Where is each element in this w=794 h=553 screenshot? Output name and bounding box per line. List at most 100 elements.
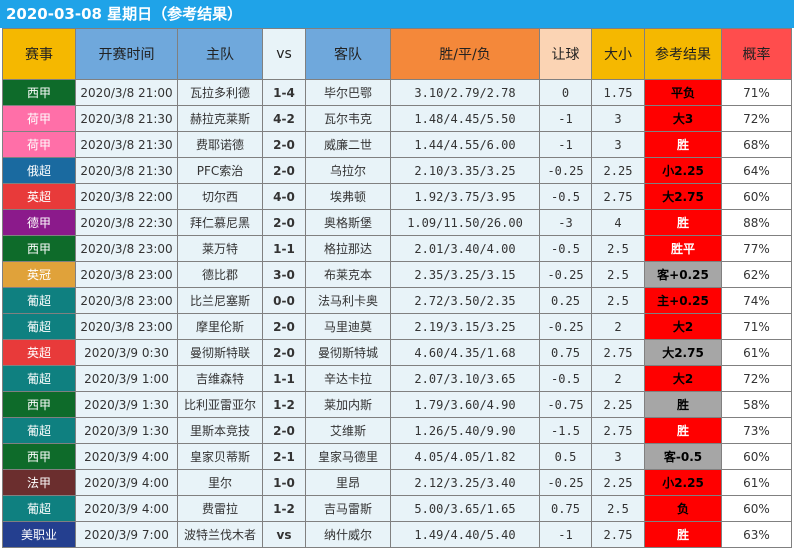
league-cell: 葡超 (2, 495, 76, 522)
home-team: 比兰尼塞斯 (177, 287, 263, 314)
away-team: 里昂 (305, 469, 391, 496)
league-cell: 葡超 (2, 287, 76, 314)
probability: 61% (721, 339, 792, 366)
away-team: 乌拉尔 (305, 157, 391, 184)
probability: 64% (721, 157, 792, 184)
kickoff-time: 2020/3/8 23:00 (75, 287, 178, 314)
kickoff-time: 2020/3/9 0:30 (75, 339, 178, 366)
score: 3-0 (262, 261, 306, 288)
probability: 71% (721, 313, 792, 340)
probability: 73% (721, 417, 792, 444)
away-team: 艾维斯 (305, 417, 391, 444)
home-team: 里尔 (177, 469, 263, 496)
handicap: -1.5 (539, 417, 592, 444)
table-row: 西甲 2020/3/8 23:00 莱万特 1-1 格拉那达 2.01/3.40/4.00… (2, 235, 792, 262)
header-row: 赛事 开赛时间 主队 vs 客队 胜/平/负 让球 大小 参考结果 概率 (2, 28, 792, 80)
kickoff-time: 2020/3/8 21:30 (75, 131, 178, 158)
table-row: 葡超 2020/3/8 23:00 摩里伦斯 2-0 马里迪莫 2.19/3.15/3.2… (2, 313, 792, 340)
away-team: 瓦尔韦克 (305, 105, 391, 132)
reference-result: 胜 (644, 521, 722, 548)
odds-1x2: 2.01/3.40/4.00 (390, 235, 540, 262)
over-under-line: 2.75 (591, 183, 645, 210)
handicap: -0.5 (539, 365, 592, 392)
odds-1x2: 1.79/3.60/4.90 (390, 391, 540, 418)
reference-result: 大2.75 (644, 339, 722, 366)
home-team: 波特兰伐木者 (177, 521, 263, 548)
reference-result: 主+0.25 (644, 287, 722, 314)
reference-result: 胜 (644, 417, 722, 444)
away-team: 布莱克本 (305, 261, 391, 288)
away-team: 格拉那达 (305, 235, 391, 262)
odds-1x2: 2.07/3.10/3.65 (390, 365, 540, 392)
reference-result: 客-0.5 (644, 443, 722, 470)
over-under-line: 3 (591, 443, 645, 470)
page-title: 2020-03-08 星期日（参考结果） (0, 0, 794, 28)
table-row: 德甲 2020/3/8 22:30 拜仁慕尼黑 2-0 奥格斯堡 1.09/11.50/2… (2, 209, 792, 236)
kickoff-time: 2020/3/8 21:00 (75, 79, 178, 106)
odds-1x2: 5.00/3.65/1.65 (390, 495, 540, 522)
table-row: 法甲 2020/3/9 4:00 里尔 1-0 里昂 2.12/3.25/3.40 -0.2… (2, 469, 792, 496)
league-cell: 葡超 (2, 417, 76, 444)
home-team: 里斯本竞技 (177, 417, 263, 444)
home-team: 切尔西 (177, 183, 263, 210)
probability: 63% (721, 521, 792, 548)
score: 1-4 (262, 79, 306, 106)
header-time: 开赛时间 (75, 28, 178, 80)
kickoff-time: 2020/3/8 22:00 (75, 183, 178, 210)
score: 2-1 (262, 443, 306, 470)
score: 1-0 (262, 469, 306, 496)
over-under-line: 2.5 (591, 235, 645, 262)
table-row: 葡超 2020/3/9 1:30 里斯本竞技 2-0 艾维斯 1.26/5.40/9.90… (2, 417, 792, 444)
kickoff-time: 2020/3/9 7:00 (75, 521, 178, 548)
league-cell: 荷甲 (2, 131, 76, 158)
over-under-line: 2.25 (591, 391, 645, 418)
kickoff-time: 2020/3/8 23:00 (75, 313, 178, 340)
probability: 60% (721, 495, 792, 522)
table-row: 西甲 2020/3/9 4:00 皇家贝蒂斯 2-1 皇家马德里 4.05/4.05/1.… (2, 443, 792, 470)
odds-1x2: 2.19/3.15/3.25 (390, 313, 540, 340)
odds-1x2: 3.10/2.79/2.78 (390, 79, 540, 106)
odds-1x2: 1.48/4.45/5.50 (390, 105, 540, 132)
score: 1-1 (262, 365, 306, 392)
table-row: 葡超 2020/3/8 23:00 比兰尼塞斯 0-0 法马利卡奥 2.72/3.50/2… (2, 287, 792, 314)
reference-result: 小2.25 (644, 469, 722, 496)
away-team: 马里迪莫 (305, 313, 391, 340)
league-cell: 德甲 (2, 209, 76, 236)
handicap: -1 (539, 105, 592, 132)
score: 4-2 (262, 105, 306, 132)
home-team: 德比郡 (177, 261, 263, 288)
probability: 72% (721, 105, 792, 132)
odds-1x2: 1.92/3.75/3.95 (390, 183, 540, 210)
table-row: 美职业 2020/3/9 7:00 波特兰伐木者 vs 纳什威尔 1.49/4.40/5.… (2, 521, 792, 548)
handicap: -0.25 (539, 157, 592, 184)
odds-1x2: 2.12/3.25/3.40 (390, 469, 540, 496)
over-under-line: 2.25 (591, 469, 645, 496)
table-row: 英超 2020/3/9 0:30 曼彻斯特联 2-0 曼彻斯特城 4.60/4.35/1.… (2, 339, 792, 366)
handicap: -1 (539, 521, 592, 548)
score: 2-0 (262, 209, 306, 236)
reference-result: 大2.75 (644, 183, 722, 210)
odds-1x2: 2.10/3.35/3.25 (390, 157, 540, 184)
table-row: 俄超 2020/3/8 21:30 PFC索治 2-0 乌拉尔 2.10/3.35/3.2… (2, 157, 792, 184)
kickoff-time: 2020/3/8 23:00 (75, 235, 178, 262)
handicap: -1 (539, 131, 592, 158)
over-under-line: 2.75 (591, 417, 645, 444)
over-under-line: 2.5 (591, 495, 645, 522)
odds-1x2: 4.60/4.35/1.68 (390, 339, 540, 366)
score: 1-1 (262, 235, 306, 262)
league-cell: 英超 (2, 183, 76, 210)
home-team: 摩里伦斯 (177, 313, 263, 340)
header-probability: 概率 (721, 28, 792, 80)
score: 2-0 (262, 157, 306, 184)
league-cell: 俄超 (2, 157, 76, 184)
table-row: 西甲 2020/3/9 1:30 比利亚雷亚尔 1-2 莱加内斯 1.79/3.60/4.… (2, 391, 792, 418)
handicap: -0.25 (539, 261, 592, 288)
away-team: 莱加内斯 (305, 391, 391, 418)
away-team: 埃弗顿 (305, 183, 391, 210)
reference-result: 胜 (644, 391, 722, 418)
reference-result: 大2 (644, 313, 722, 340)
reference-result: 胜 (644, 209, 722, 236)
score: 2-0 (262, 339, 306, 366)
kickoff-time: 2020/3/8 22:30 (75, 209, 178, 236)
over-under-line: 3 (591, 105, 645, 132)
